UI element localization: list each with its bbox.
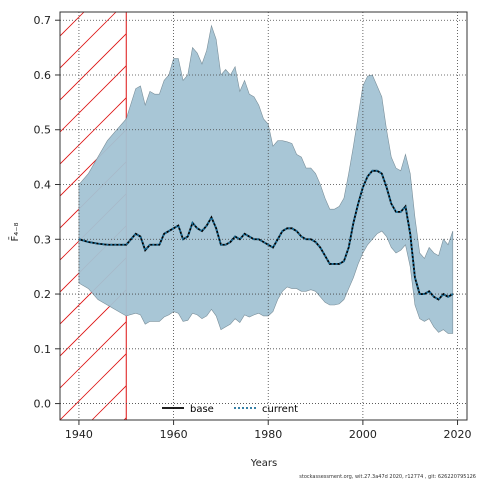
x-axis-ticks: 1940 1960 1980 2000 2020 <box>65 420 472 441</box>
hatch-line <box>60 33 127 101</box>
y-tick-label: 0.6 <box>34 69 52 82</box>
confidence-band-group <box>78 24 454 334</box>
hatch-line <box>0 12 20 420</box>
series-line-current <box>78 169 454 301</box>
y-tick-label: 0.0 <box>34 398 52 411</box>
y-tick-label: 0.3 <box>34 233 52 246</box>
x-tick-label: 2020 <box>444 428 472 441</box>
footer-note: stockassessment.org, wit.27.3a47d 2020, … <box>299 474 476 480</box>
series-lines <box>78 169 454 301</box>
hatch-line <box>60 161 127 229</box>
y-tick-label: 0.4 <box>34 179 52 192</box>
y-tick-label: 0.7 <box>34 14 52 27</box>
y-axis-ticks: 0.0 0.1 0.2 0.3 0.4 0.5 0.6 0.7 <box>34 14 60 411</box>
hatch-line <box>60 321 127 389</box>
x-tick-label: 1940 <box>65 428 93 441</box>
x-tick-label: 1960 <box>160 428 188 441</box>
hatch-line <box>476 12 480 420</box>
x-tick-label: 1980 <box>254 428 282 441</box>
legend-label-current: current <box>262 404 298 415</box>
hatch-line <box>60 289 127 357</box>
grid <box>60 12 467 420</box>
y-tick-label: 0.1 <box>34 343 52 356</box>
x-tick-label: 2000 <box>349 428 377 441</box>
hatch-line <box>412 12 480 420</box>
legend: base current <box>162 404 298 415</box>
y-tick-label: 0.5 <box>34 124 52 137</box>
x-axis-label: Years <box>250 458 277 469</box>
confidence-band <box>78 24 454 334</box>
plot-frame <box>59 11 468 421</box>
y-axis-label: F̄₄₋₈ <box>8 222 21 241</box>
y-tick-label: 0.2 <box>34 288 52 301</box>
legend-label-base: base <box>190 404 214 415</box>
hatch-line <box>444 12 480 420</box>
hatch-line <box>60 65 127 133</box>
